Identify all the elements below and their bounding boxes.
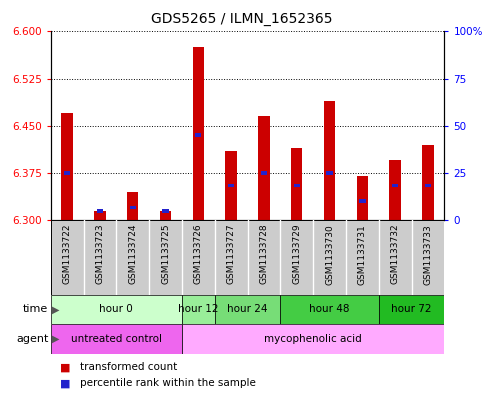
Bar <box>215 295 280 324</box>
Text: ■: ■ <box>60 362 71 373</box>
Bar <box>129 206 136 209</box>
Bar <box>97 209 103 213</box>
Bar <box>425 184 431 187</box>
Bar <box>195 133 201 137</box>
Bar <box>228 184 234 187</box>
Text: hour 24: hour 24 <box>227 305 268 314</box>
Bar <box>327 171 333 175</box>
Bar <box>261 171 267 175</box>
Bar <box>61 113 73 220</box>
Text: GSM1133732: GSM1133732 <box>391 224 399 285</box>
Text: transformed count: transformed count <box>80 362 177 373</box>
Bar <box>160 211 171 220</box>
Bar <box>280 295 379 324</box>
Bar <box>94 211 106 220</box>
Text: GSM1133726: GSM1133726 <box>194 224 203 285</box>
Text: ▶: ▶ <box>52 334 59 344</box>
Text: GSM1133724: GSM1133724 <box>128 224 137 284</box>
Bar <box>182 324 444 354</box>
Text: GSM1133728: GSM1133728 <box>259 224 269 285</box>
Bar <box>51 324 182 354</box>
Text: GSM1133731: GSM1133731 <box>358 224 367 285</box>
Bar <box>64 171 70 175</box>
Bar <box>294 184 300 187</box>
Bar <box>51 295 182 324</box>
Text: GSM1133725: GSM1133725 <box>161 224 170 285</box>
Bar <box>162 209 169 213</box>
Text: agent: agent <box>16 334 48 344</box>
Text: GSM1133722: GSM1133722 <box>63 224 71 284</box>
Bar <box>359 199 366 203</box>
Text: GSM1133723: GSM1133723 <box>96 224 104 285</box>
Text: GDS5265 / ILMN_1652365: GDS5265 / ILMN_1652365 <box>151 11 332 26</box>
Bar <box>392 184 398 187</box>
Bar <box>226 151 237 220</box>
Text: ▶: ▶ <box>52 305 59 314</box>
Text: GSM1133733: GSM1133733 <box>424 224 432 285</box>
Text: GSM1133730: GSM1133730 <box>325 224 334 285</box>
Bar <box>127 192 139 220</box>
Text: GSM1133727: GSM1133727 <box>227 224 236 285</box>
Text: time: time <box>23 305 48 314</box>
Bar <box>356 176 368 220</box>
Text: percentile rank within the sample: percentile rank within the sample <box>80 378 256 388</box>
Bar <box>51 220 444 295</box>
Bar <box>182 295 215 324</box>
Bar <box>291 148 302 220</box>
Text: hour 0: hour 0 <box>99 305 133 314</box>
Bar <box>193 47 204 220</box>
Text: mycophenolic acid: mycophenolic acid <box>264 334 362 344</box>
Bar <box>389 160 401 220</box>
Bar <box>258 116 270 220</box>
Text: hour 12: hour 12 <box>178 305 219 314</box>
Bar <box>324 101 335 220</box>
Text: hour 48: hour 48 <box>309 305 350 314</box>
Bar <box>379 295 444 324</box>
Bar <box>422 145 434 220</box>
Text: GSM1133729: GSM1133729 <box>292 224 301 285</box>
Text: untreated control: untreated control <box>71 334 162 344</box>
Text: hour 72: hour 72 <box>391 305 432 314</box>
Text: ■: ■ <box>60 378 71 388</box>
